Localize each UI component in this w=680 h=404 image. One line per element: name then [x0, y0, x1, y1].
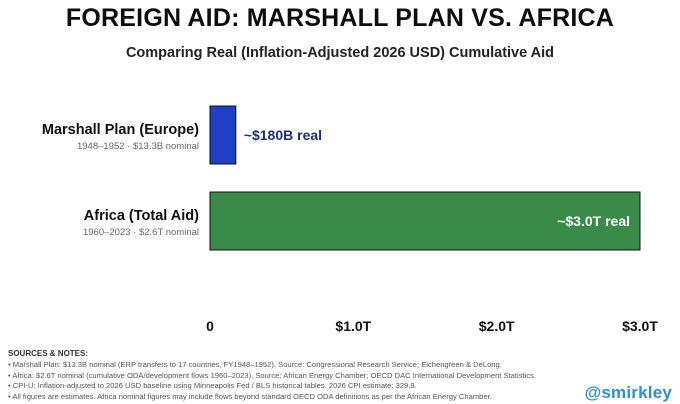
- x-tick-label: $1.0T: [335, 318, 371, 334]
- x-tick-label: $3.0T: [622, 318, 658, 334]
- bar-chart: Marshall Plan (Europe) 1948–1952 · $13.3B…: [42, 105, 658, 334]
- note-line: • Africa: $2.6T nominal (cumulative ODA/…: [8, 370, 537, 380]
- category-sublabel: 1960–2023 · $2.6T nominal: [83, 227, 199, 238]
- note-line: • Marshall Plan: $13.3B nominal (ERP tra…: [8, 360, 502, 370]
- sources-notes: SOURCES & NOTES: • Marshall Plan: $13.3B…: [8, 349, 598, 402]
- category-label: Marshall Plan (Europe): [42, 122, 199, 138]
- x-tick-label: $2.0T: [479, 318, 515, 334]
- notes-heading: SOURCES & NOTES:: [8, 349, 89, 358]
- author-handle: @smirkley: [584, 383, 672, 402]
- bar: [209, 191, 641, 251]
- chart-subtitle: Comparing Real (Inflation-Adjusted 2026 …: [125, 45, 555, 61]
- note-line: • CPI-U: Inflation-adjusted to 2026 USD …: [8, 381, 417, 391]
- data-label: ~$180B real: [244, 127, 322, 143]
- note-line: • All figures are estimates. Africa nomi…: [8, 391, 492, 401]
- data-label: ~$3.0T real: [557, 213, 630, 229]
- category-sublabel: 1948–1952 · $13.3B nominal: [77, 141, 199, 152]
- category-label: Africa (Total Aid): [84, 208, 199, 224]
- bar: [209, 105, 237, 165]
- x-tick-label: 0: [206, 318, 214, 334]
- chart-title: FOREIGN AID: MARSHALL PLAN VS. AFRICA: [65, 4, 615, 32]
